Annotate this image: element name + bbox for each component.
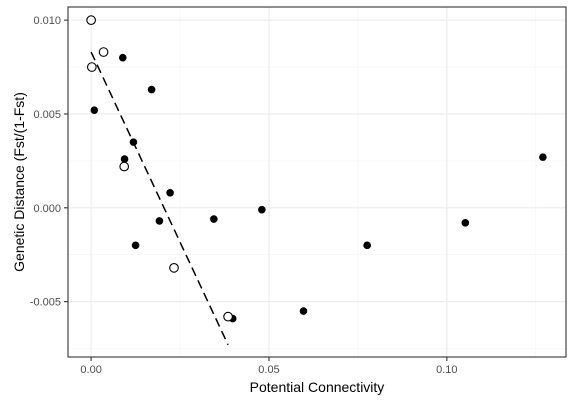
- filled-circle-point: [299, 307, 308, 315]
- plot-panel: [68, 7, 566, 357]
- panel-border: [67, 6, 567, 358]
- open-circle-point: [119, 161, 130, 172]
- filled-circle-point: [120, 155, 129, 163]
- x-tick-label: 0.00: [80, 364, 101, 376]
- panel-background: [68, 7, 566, 357]
- open-circle-point: [223, 311, 233, 322]
- open-circle-point: [86, 15, 96, 25]
- filled-circle-point: [155, 217, 164, 225]
- x-axis-ticks: 0.00 0.05 0.10: [80, 357, 458, 376]
- filled-circle-point: [363, 241, 371, 250]
- panel-frame: [67, 6, 567, 358]
- y-axis-title: Genetic Distance (Fst/(1-Fst): [11, 92, 27, 272]
- filled-circle-point: [129, 138, 138, 146]
- y-axis-ticks: -0.005 0.000 0.005 0.010: [30, 15, 68, 309]
- filled-circle-point: [147, 85, 156, 94]
- filled-circle-point: [131, 241, 140, 250]
- filled-circle-point: [461, 219, 470, 227]
- data-points: [86, 15, 547, 323]
- filled-circle-point: [118, 53, 127, 62]
- minor-gridlines: [68, 7, 566, 357]
- trend-line: [90, 51, 229, 346]
- open-circle-point: [169, 263, 179, 273]
- filled-circle-point: [210, 215, 218, 223]
- x-tick-label: 0.05: [258, 364, 279, 376]
- open-circle-point: [98, 47, 109, 57]
- open-circle-point: [86, 62, 97, 72]
- y-tick-label: 0.005: [33, 109, 61, 121]
- x-axis-title: Potential Connectivity: [250, 379, 385, 395]
- filled-circle-point: [90, 106, 99, 115]
- filled-circle-point: [258, 205, 266, 214]
- x-tick-label: 0.10: [436, 364, 457, 376]
- y-tick-label: 0.010: [33, 15, 61, 27]
- filled-circle-point: [166, 188, 174, 197]
- filled-circle-point: [539, 153, 547, 161]
- major-gridlines: [68, 7, 566, 357]
- y-tick-label: -0.005: [30, 297, 61, 309]
- y-tick-label: 0.000: [33, 203, 61, 215]
- trend-line-group: [90, 51, 229, 346]
